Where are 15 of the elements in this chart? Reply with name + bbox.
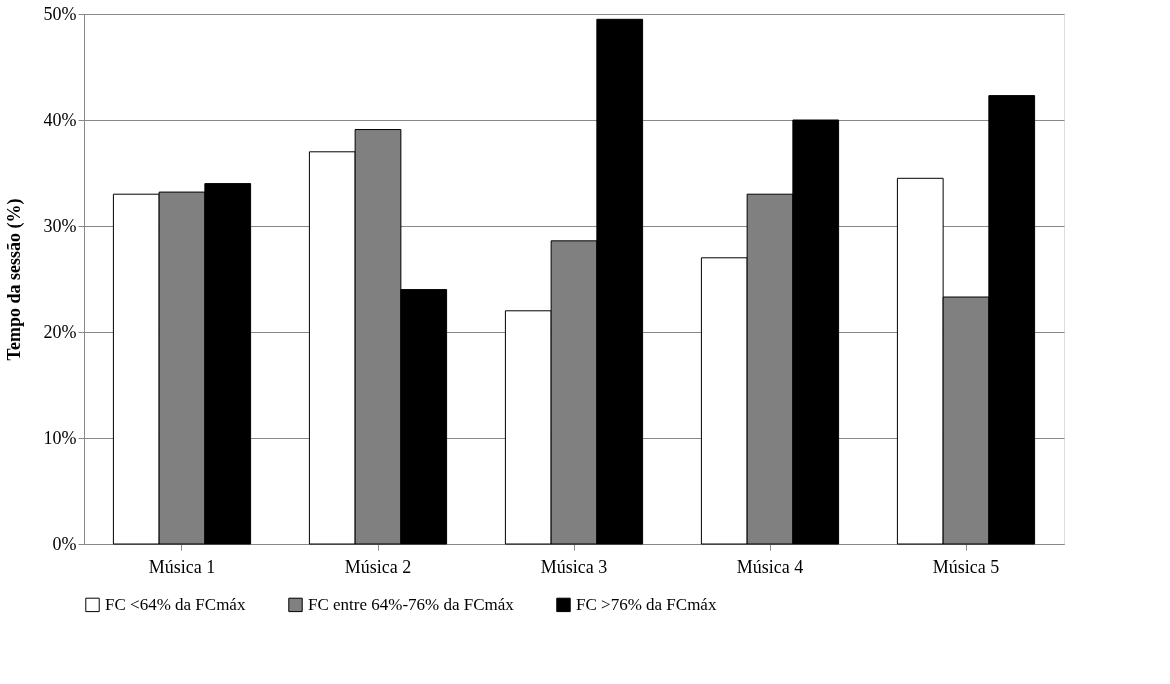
y-tick-label: 0% [52,533,77,554]
y-tick-label: 40% [43,109,77,130]
x-tick-label: Música 2 [344,556,412,577]
legend-label: FC entre 64%-76% da FCmáx [308,594,515,614]
y-axis-title: Tempo da sessão (%) [3,198,25,361]
x-tick-label: Música 1 [148,556,216,577]
legend-label: FC <64% da FCmáx [105,594,246,614]
x-tick-label: Música 5 [932,556,1000,577]
x-tick-label: Música 4 [736,556,804,577]
y-tick-label: 50% [43,3,77,24]
legend-label: FC >76% da FCmáx [576,594,717,614]
y-tick-label: 20% [43,321,77,342]
y-tick-label: 30% [43,215,77,236]
x-tick-label: Música 3 [540,556,608,577]
y-tick-label: 10% [43,427,77,448]
